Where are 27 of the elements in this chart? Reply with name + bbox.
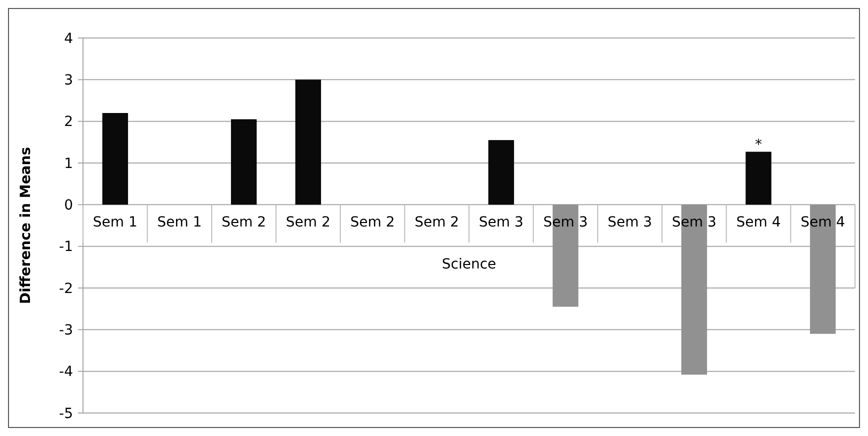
y-tick-label: 1	[64, 156, 73, 172]
x-tick-label: Sem 1	[92, 214, 138, 231]
x-tick-label: Sem 2	[222, 214, 266, 231]
x-tick-label: Sem 3	[608, 214, 652, 231]
x-tick-label: Sem 2	[350, 214, 395, 231]
x-tick-label: Sem 3	[478, 214, 524, 231]
x-tick-label: Sem 1	[157, 214, 202, 231]
bar	[230, 119, 257, 205]
y-tick-label: -1	[59, 239, 73, 256]
annotation: *	[755, 136, 762, 153]
bar	[488, 140, 514, 205]
bar	[102, 113, 128, 205]
y-axis-title: Difference in Means	[18, 146, 34, 304]
y-tick-label: 3	[64, 72, 73, 89]
y-tick-label: 0	[64, 198, 73, 214]
y-tick-label: -5	[59, 406, 73, 422]
x-tick-label: Sem 4	[736, 214, 781, 231]
y-tick-label: -2	[59, 280, 73, 297]
annotation: Science	[442, 256, 496, 273]
y-tick-label: -3	[59, 322, 73, 339]
bar	[746, 152, 772, 205]
x-tick-label: Sem 2	[286, 214, 330, 231]
x-tick-label: Sem 2	[414, 214, 460, 231]
y-tick-label: 4	[64, 30, 74, 47]
bar	[295, 80, 322, 205]
y-tick-label: -4	[59, 364, 74, 380]
y-tick-label: 2	[64, 114, 73, 130]
